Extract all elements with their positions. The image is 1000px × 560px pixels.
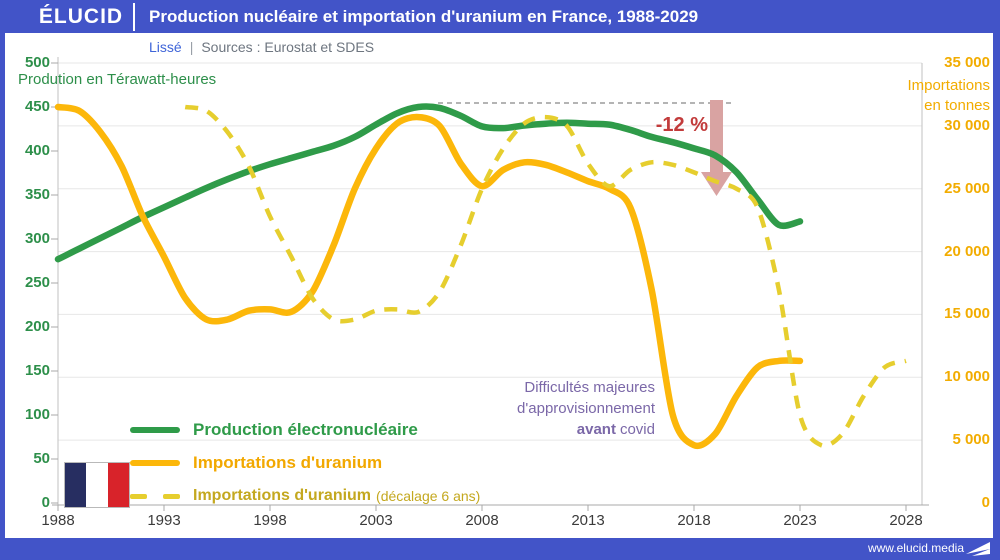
covid-annotation: Difficultés majeures d'approvisionnement… (455, 377, 655, 440)
page-title: Production nucléaire et importation d'ur… (149, 7, 699, 26)
header-divider (133, 3, 135, 31)
elucid-logo: ÉLUCID (38, 5, 124, 28)
y-axis-left-label: 400 (24, 142, 50, 159)
y-axis-left-label: 200 (24, 318, 50, 335)
x-axis-label: 2008 (465, 512, 499, 529)
x-axis-label: 1988 (41, 512, 75, 529)
subtitle-separator: | (189, 39, 194, 55)
drop-arrow-icon (701, 100, 732, 196)
y-axis-left-label: 150 (24, 362, 50, 379)
covid-line1: Difficultés majeures (524, 379, 655, 396)
series-line-0 (54, 103, 804, 263)
footer-bar: www.elucid.media (0, 538, 1000, 560)
y-axis-left-label: 250 (24, 274, 50, 291)
france-flag (64, 462, 130, 508)
legend-swatch-green-line (130, 427, 180, 433)
y-axis-left-label: 450 (24, 98, 50, 115)
left-axis-title: Prodution en Térawatt-heures (18, 71, 217, 88)
covid-line3: avant covid (576, 421, 655, 438)
x-axis-label: 1998 (253, 512, 287, 529)
y-axis-right-label: 30 000 (944, 116, 990, 134)
header-bar: ÉLUCID Production nucléaire et importati… (0, 0, 1000, 33)
x-axis-label: 2018 (677, 512, 711, 529)
legend-swatch-yellow-line (130, 460, 180, 466)
chart-subtitle: Lissé | Sources : Eurostat et SDES (149, 39, 374, 55)
smoothing-label: Lissé (149, 39, 182, 55)
series-line-2 (184, 104, 907, 449)
y-axis-right-label: 15 000 (944, 305, 990, 323)
footer-url: www.elucid.media (867, 541, 964, 555)
legend-label-production: Production électronucléaire (193, 420, 418, 439)
right-axis-title-line1: Importations (907, 77, 990, 94)
y-axis-right-label: 25 000 (944, 179, 990, 197)
x-axis-label: 2028 (889, 512, 923, 529)
chart-background (5, 33, 993, 538)
right-axis-title-line2: en tonnes (924, 97, 990, 114)
y-axis-right-label: 35 000 (944, 54, 990, 71)
y-axis-left-label: 300 (24, 230, 50, 247)
y-axis-right-label: 20 000 (944, 242, 990, 260)
y-axis-right-label: 0 (981, 494, 990, 511)
legend-label-imports-shifted: Importations d'uranium (193, 487, 372, 504)
y-axis-left-label: 0 (41, 494, 50, 511)
legend-item-production: Production électronucléaire (130, 418, 418, 442)
legend-item-imports: Importations d'uranium (130, 451, 382, 475)
y-axis-left-label: 100 (24, 406, 50, 423)
right-axis-title: Importations en tonnes (860, 76, 990, 116)
drop-annotation: -12 % (655, 114, 708, 136)
elucid-flag-icon (966, 542, 990, 556)
y-axis-left-label: 50 (33, 450, 50, 467)
covid-line2: d'approvisionnement (517, 400, 655, 417)
legend-suffix-decalage: (décalage 6 ans) (376, 488, 481, 504)
x-axis-label: 2023 (783, 512, 817, 529)
y-axis-right-label: 5 000 (952, 431, 990, 449)
legend-item-imports-shifted: Importations d'uranium (décalage 6 ans) (130, 484, 480, 508)
x-axis-label: 2003 (359, 512, 393, 529)
legend-label-imports: Importations d'uranium (193, 453, 383, 472)
y-axis-left-label: 350 (24, 186, 50, 203)
legend-swatch-dashed-line (130, 493, 180, 499)
y-axis-left-label: 500 (24, 54, 50, 71)
x-axis-label: 2013 (571, 512, 605, 529)
series-line-1 (54, 103, 804, 450)
x-axis-label: 1993 (147, 512, 181, 529)
sources-label: Sources : Eurostat et SDES (201, 39, 375, 55)
y-axis-right-label: 10 000 (944, 368, 990, 386)
